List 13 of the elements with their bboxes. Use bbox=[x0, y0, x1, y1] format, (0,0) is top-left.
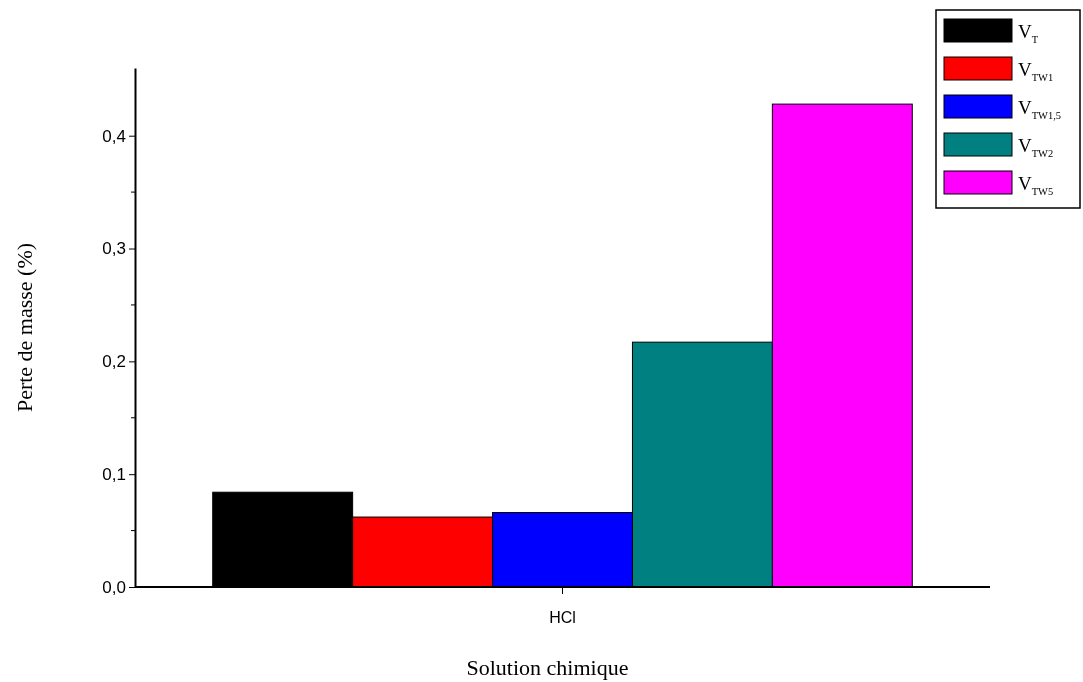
y-tick-label: 0,3 bbox=[102, 239, 126, 259]
y-tick-label: 0,2 bbox=[102, 352, 126, 372]
y-tick-label: 0,1 bbox=[102, 465, 126, 485]
legend-label: V$_{TW1}$ bbox=[1018, 59, 1054, 83]
y-tick-label: 0,0 bbox=[102, 577, 126, 597]
y-axis-title: Perte de masse (%) bbox=[12, 242, 37, 413]
x-axis-title: Solution chimique bbox=[466, 655, 629, 680]
x-tick-label: HCl bbox=[549, 608, 576, 626]
legend-label: V$_{TW1,5}$ bbox=[1018, 97, 1062, 121]
legend-label: V$_{T}$ bbox=[1018, 21, 1039, 45]
legend-label: V$_{TW5}$ bbox=[1018, 173, 1054, 197]
y-tick-label: 0,4 bbox=[102, 126, 126, 146]
legend-label: V$_{TW2}$ bbox=[1018, 135, 1054, 159]
